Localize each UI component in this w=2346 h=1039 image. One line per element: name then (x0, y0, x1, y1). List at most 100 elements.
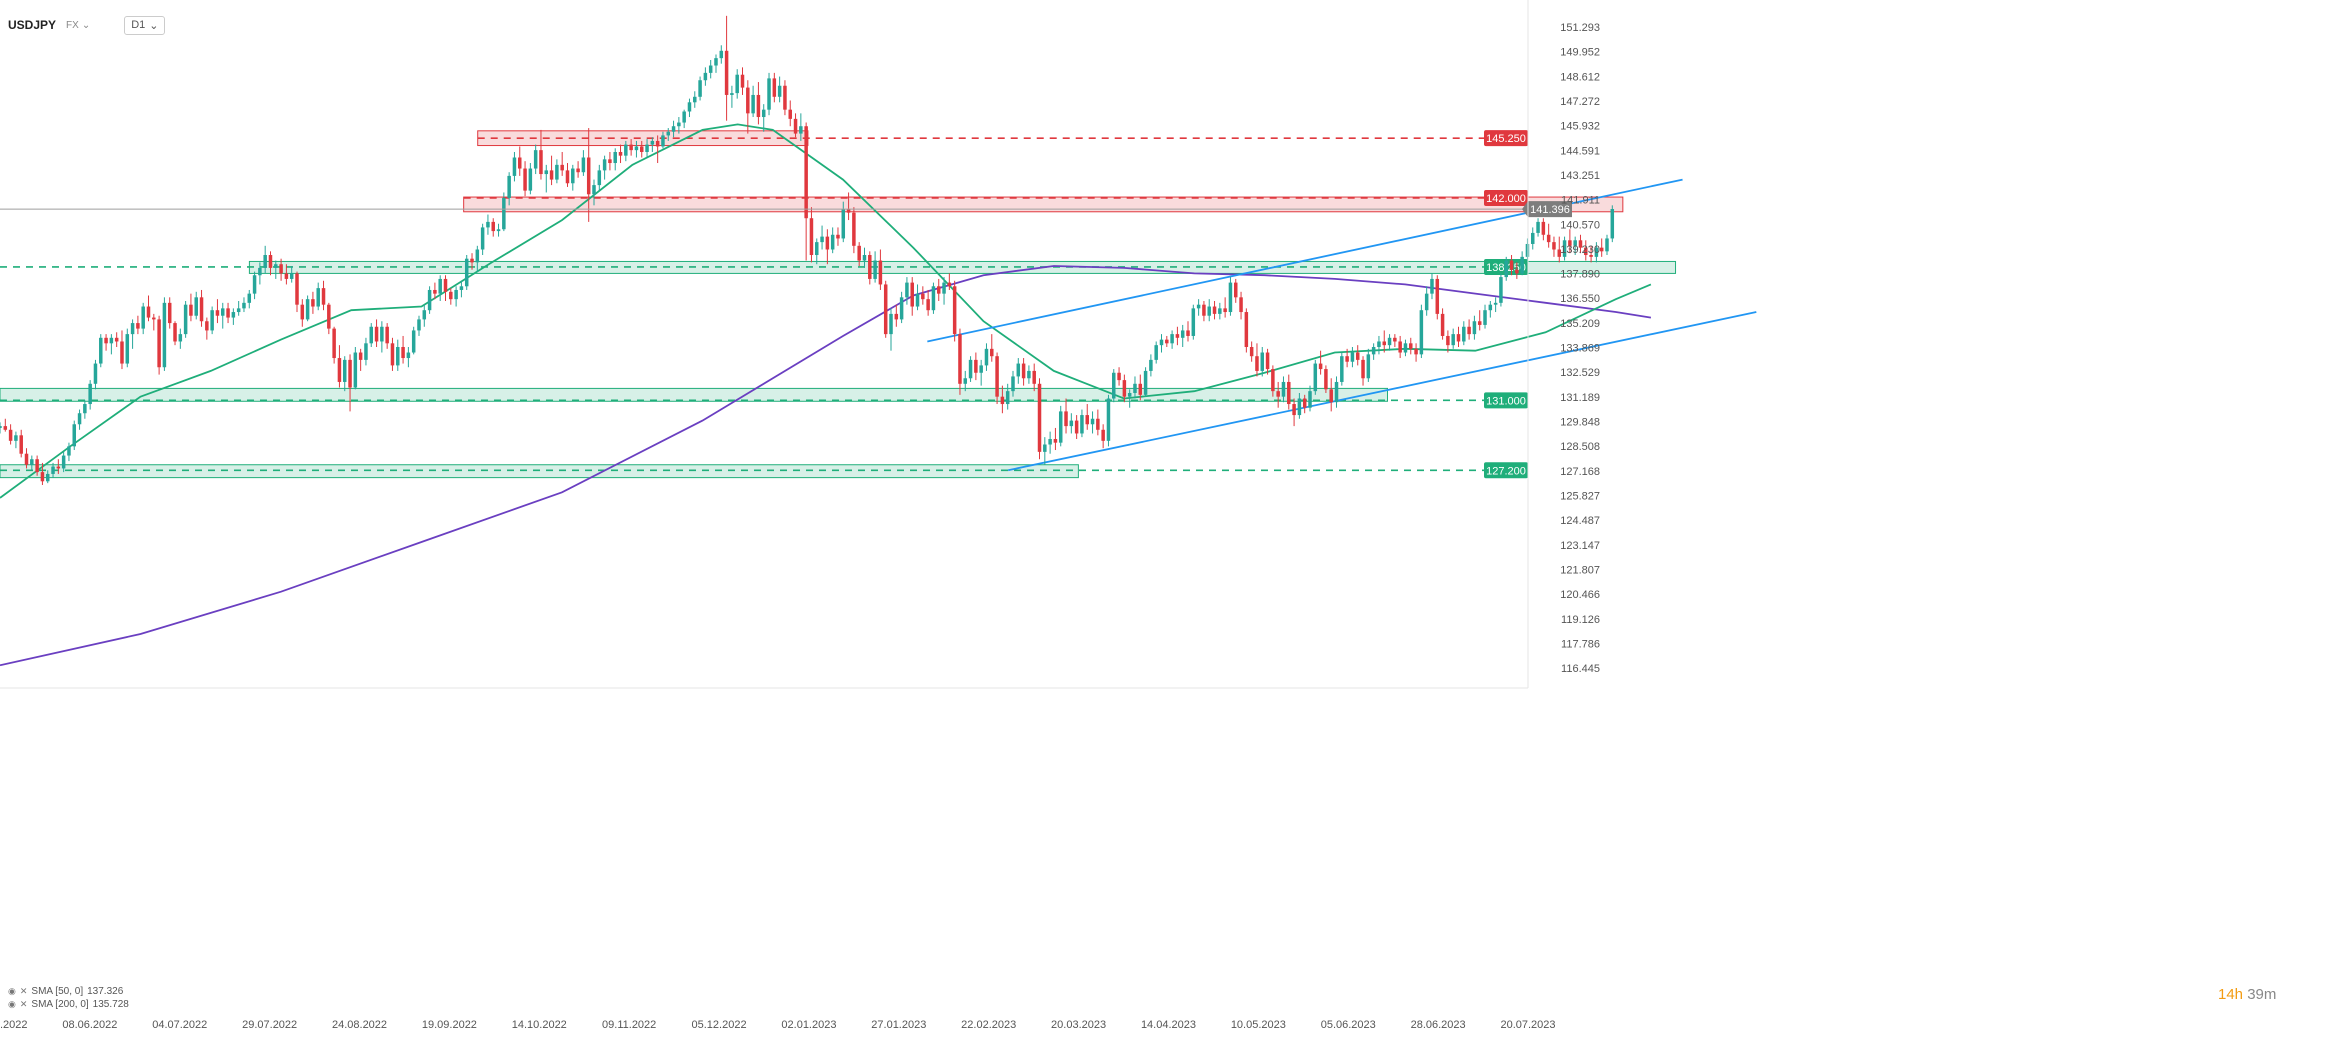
candle-body (571, 168, 575, 184)
market-selector[interactable]: FX ⌄ (66, 20, 90, 31)
candle-body (936, 286, 941, 294)
candle-body (433, 289, 437, 294)
candle-body (1541, 221, 1546, 235)
price-tick-label: 129.848 (1560, 417, 1600, 429)
candle-body (1477, 321, 1482, 325)
legend-sma200[interactable]: ◉ ✕ SMA [200, 0] 135.728 (8, 998, 129, 1011)
candle-body (464, 258, 469, 287)
sma50-label: SMA [50, 0] (31, 986, 84, 997)
candle-body (210, 310, 214, 331)
candle-body (820, 236, 824, 243)
eye-icon[interactable]: ◉ (8, 986, 16, 996)
close-icon[interactable]: ✕ (19, 999, 28, 1009)
candle-body (979, 365, 983, 373)
candle-body (878, 260, 883, 285)
candle-body (549, 170, 554, 180)
candle-body (597, 170, 602, 186)
candle-body (1605, 238, 1609, 252)
candle-body (199, 297, 204, 322)
close-icon[interactable]: ✕ (19, 986, 28, 996)
candle-body (496, 229, 501, 232)
candle-body (1032, 370, 1036, 384)
candle-body (30, 459, 34, 465)
candle-body (226, 308, 230, 318)
candle-body (194, 297, 198, 316)
level-tag (1484, 462, 1528, 479)
chevron-down-icon: ⌄ (81, 19, 91, 31)
candle-body (1594, 247, 1599, 257)
candle-body (56, 466, 61, 469)
candle-body (1393, 337, 1397, 342)
candle-body (915, 293, 920, 307)
level-label: 145.250 (1486, 133, 1526, 145)
candle-body (1207, 306, 1211, 316)
candle-body (380, 326, 384, 342)
candle-body (1106, 398, 1111, 441)
candle-body (703, 72, 708, 81)
candle-body (173, 323, 177, 342)
candle-body (1599, 247, 1604, 252)
chart-header: USDJPY FX ⌄ D1 ⌄ (8, 14, 166, 36)
candle-body (746, 87, 750, 114)
candle-body (1218, 308, 1222, 314)
candle-body (1281, 381, 1286, 397)
candle-body (1403, 343, 1408, 353)
candle-body (486, 221, 490, 228)
candle-body (608, 159, 612, 164)
candle-body (507, 175, 511, 198)
candle-body (730, 93, 734, 95)
sma200-line (0, 265, 1652, 667)
price-tick-label: 139.230 (1560, 244, 1600, 256)
candle-body (109, 337, 114, 344)
candle-body (1058, 411, 1063, 443)
timeframe-selector[interactable]: D1 ⌄ (124, 15, 166, 35)
candle-body (873, 260, 877, 279)
candle-body (1371, 347, 1376, 355)
sma200-series (0, 265, 1652, 667)
candle-body (35, 459, 39, 473)
candle-body (364, 343, 368, 360)
resistance-zone (463, 196, 1624, 213)
candle-body (83, 404, 87, 414)
symbol-label[interactable]: USDJPY (8, 18, 57, 32)
candle-body (1287, 381, 1291, 405)
candle-body (125, 334, 130, 364)
candle-body (857, 245, 861, 261)
time-tick-label: 13.05.2022 (0, 1019, 28, 1031)
eye-icon[interactable]: ◉ (8, 999, 16, 1009)
candle-body (1271, 369, 1275, 392)
legend-sma50[interactable]: ◉ ✕ SMA [50, 0] 137.326 (8, 985, 129, 998)
candle-body (868, 255, 872, 279)
price-tick-label: 145.932 (1560, 121, 1600, 133)
candle-body (788, 109, 792, 119)
candle-body (221, 308, 225, 316)
price-tick-label: 119.126 (1561, 614, 1600, 626)
candle-body (1127, 392, 1132, 397)
candle-body (693, 96, 697, 103)
candle-body (1472, 321, 1477, 335)
candle-body (1149, 359, 1153, 371)
candle-body (475, 249, 480, 263)
candle-body (910, 282, 914, 307)
sma50-line (0, 123, 1652, 499)
price-tick-label: 140.570 (1560, 219, 1600, 231)
candle-body (3, 426, 8, 430)
candle-body (1456, 334, 1461, 342)
candle-body (390, 343, 395, 366)
candle-body (470, 258, 474, 263)
candle-body (645, 144, 649, 152)
candle-body (708, 65, 713, 73)
candle-body (284, 273, 289, 279)
candle-body (666, 131, 671, 136)
candle-body (772, 78, 777, 97)
time-tick-label: 20.07.2023 (1500, 1019, 1555, 1031)
candle-body (1409, 343, 1413, 349)
candle-body (1085, 415, 1089, 425)
candle-body (45, 473, 50, 482)
candle-body (1005, 391, 1010, 405)
time-tick-label: 14.04.2023 (1141, 1019, 1196, 1031)
candle-body (1292, 404, 1296, 416)
candle-body (1440, 313, 1445, 336)
